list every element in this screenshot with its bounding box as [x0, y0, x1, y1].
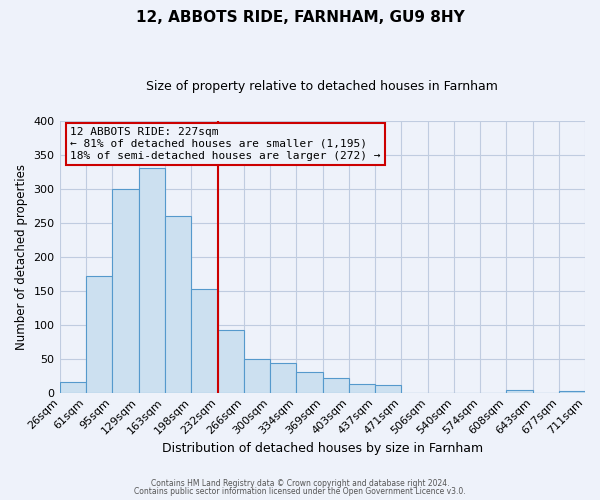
Bar: [191, 288, 218, 393]
Bar: [506, 390, 533, 392]
X-axis label: Distribution of detached houses by size in Farnham: Distribution of detached houses by size …: [162, 442, 483, 455]
Text: 12 ABBOTS RIDE: 227sqm
← 81% of detached houses are smaller (1,195)
18% of semi-: 12 ABBOTS RIDE: 227sqm ← 81% of detached…: [70, 128, 380, 160]
Text: Contains HM Land Registry data © Crown copyright and database right 2024.: Contains HM Land Registry data © Crown c…: [151, 478, 449, 488]
Bar: [112, 188, 139, 392]
Bar: [323, 378, 349, 392]
Bar: [139, 168, 164, 392]
Y-axis label: Number of detached properties: Number of detached properties: [15, 164, 28, 350]
Text: 12, ABBOTS RIDE, FARNHAM, GU9 8HY: 12, ABBOTS RIDE, FARNHAM, GU9 8HY: [136, 10, 464, 25]
Bar: [270, 364, 296, 392]
Bar: [164, 216, 191, 392]
Bar: [296, 372, 323, 392]
Title: Size of property relative to detached houses in Farnham: Size of property relative to detached ho…: [146, 80, 498, 93]
Bar: [559, 390, 585, 392]
Bar: [375, 385, 401, 392]
Bar: [86, 276, 112, 392]
Bar: [244, 358, 270, 392]
Bar: [349, 384, 375, 392]
Text: Contains public sector information licensed under the Open Government Licence v3: Contains public sector information licen…: [134, 487, 466, 496]
Bar: [218, 330, 244, 392]
Bar: [59, 382, 86, 392]
